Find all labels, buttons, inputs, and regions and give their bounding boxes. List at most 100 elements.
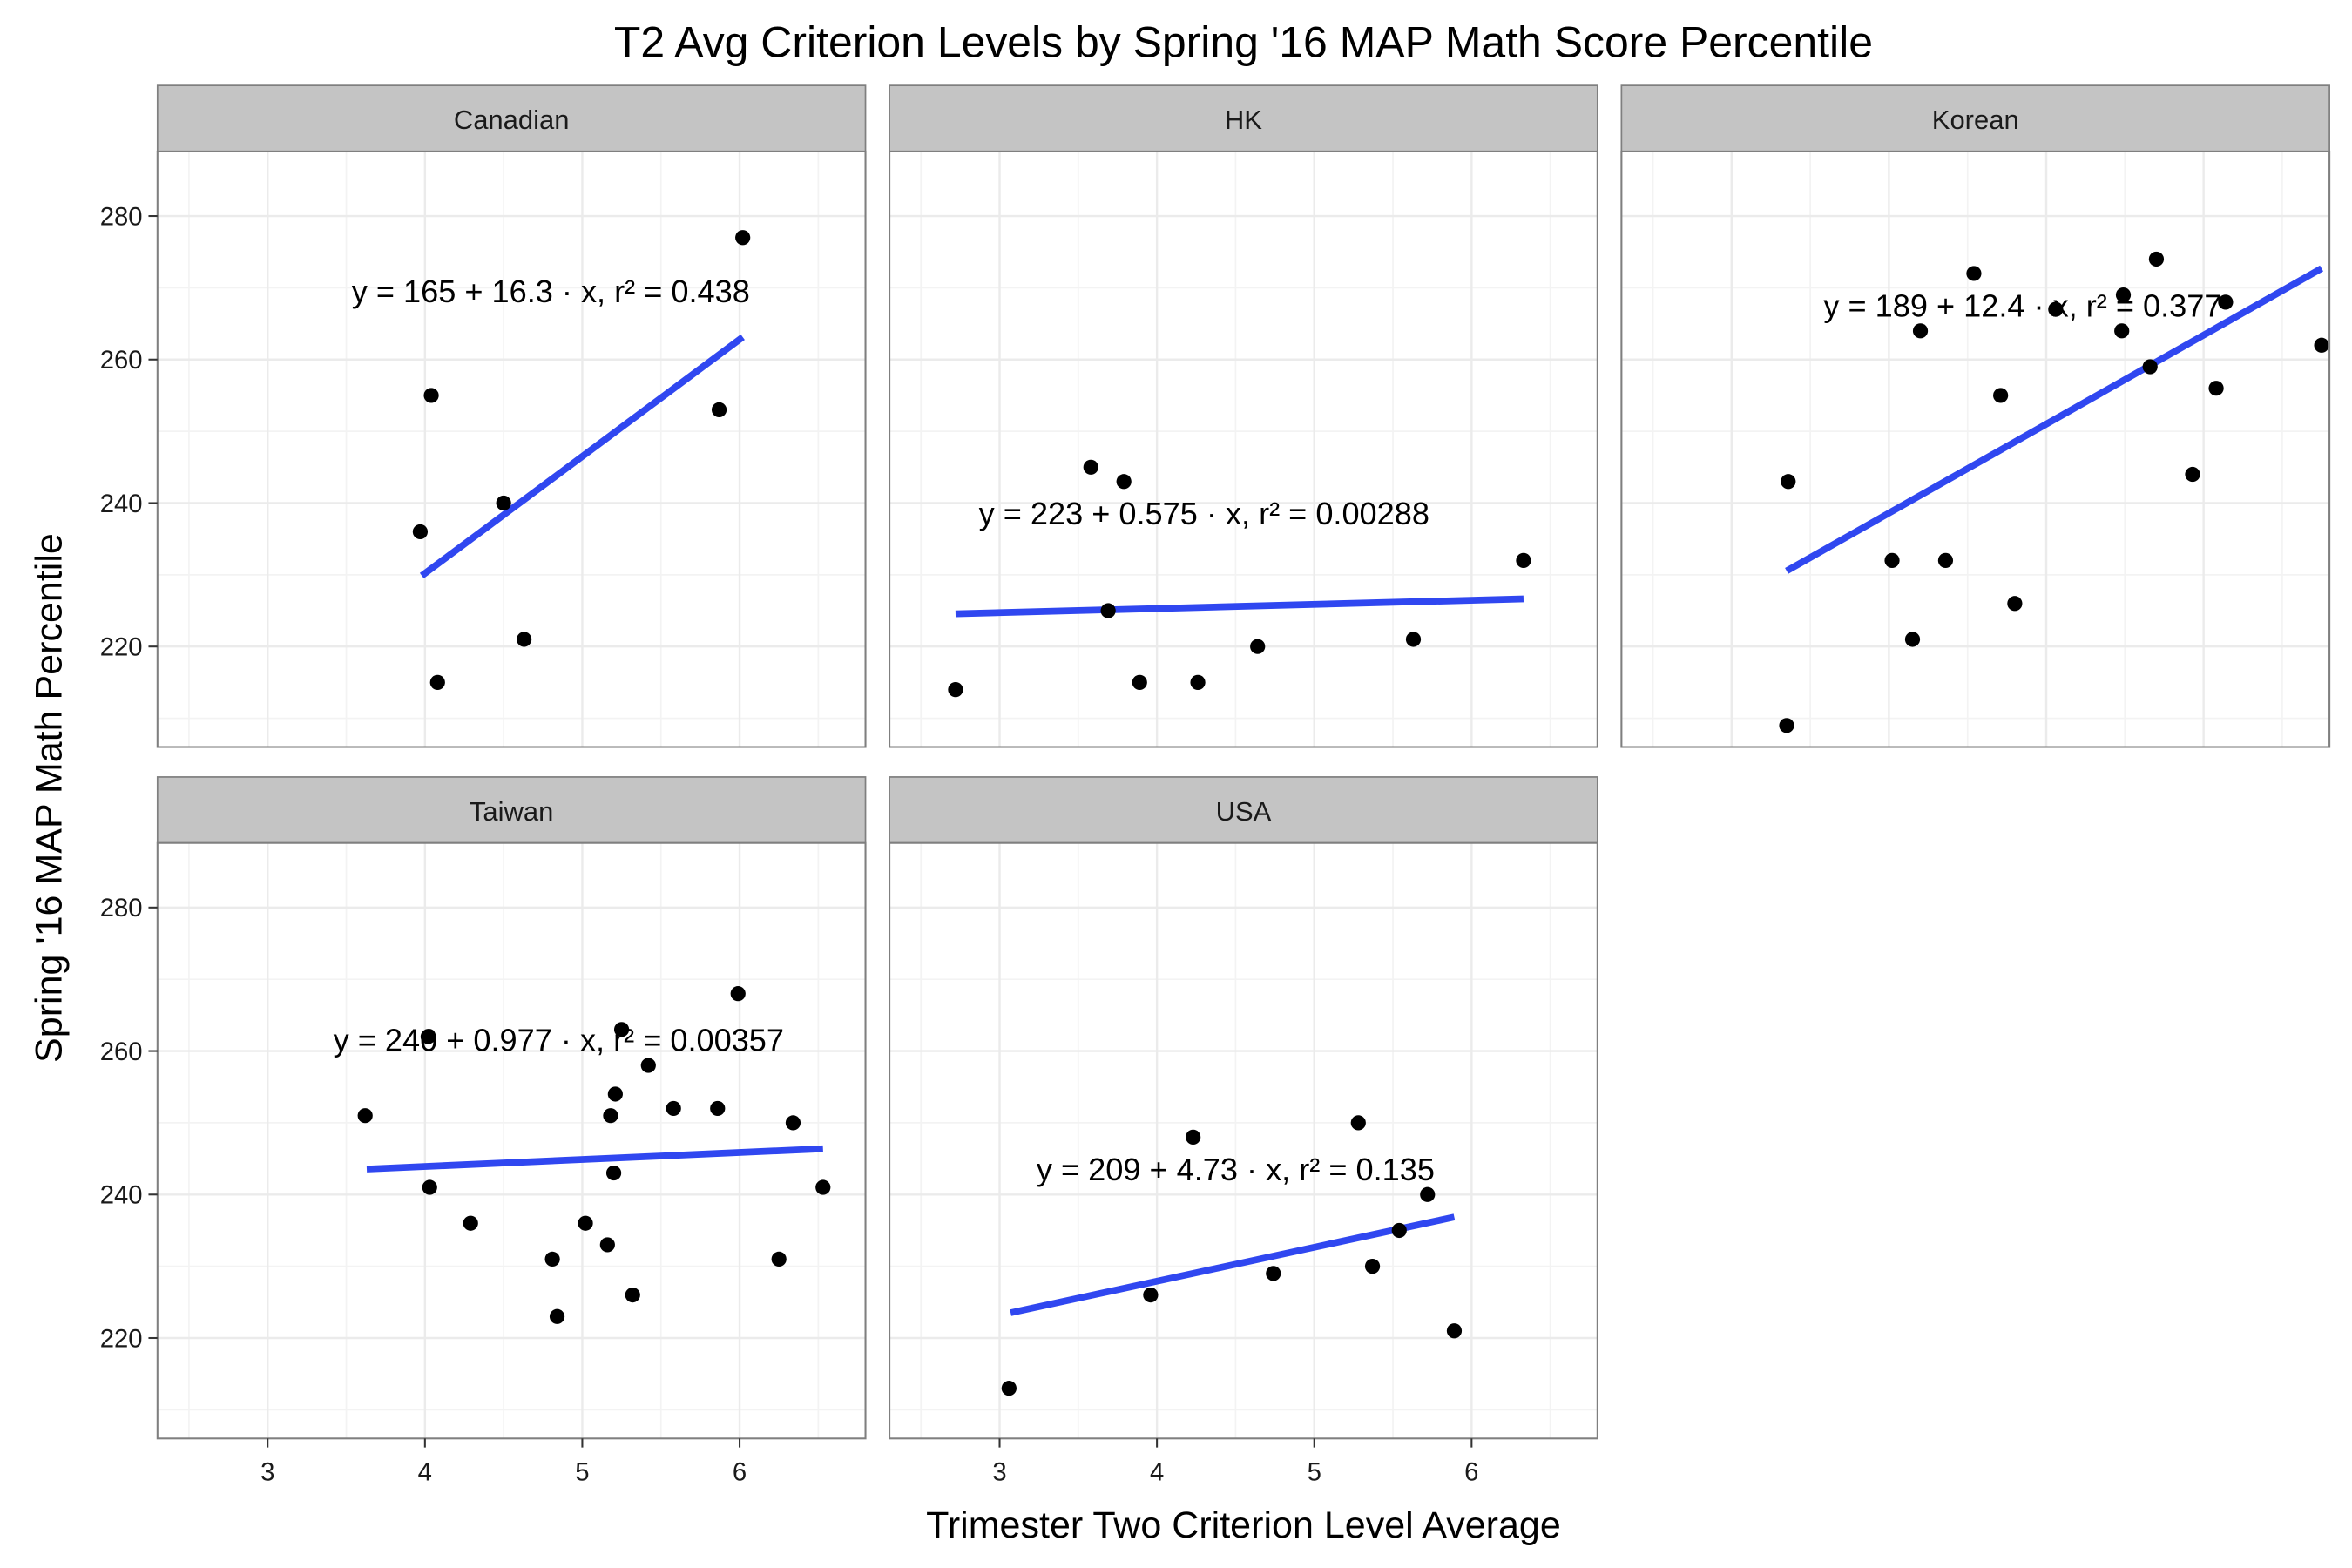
data-point (599, 1237, 615, 1253)
panel-bg-usa (889, 842, 1598, 1439)
data-point (1083, 459, 1098, 475)
regression-equation-taiwan: y = 240 + 0.977 · x, r² = 0.00357 (334, 1023, 784, 1058)
strip-label-hk: HK (1225, 105, 1262, 135)
data-point (1516, 552, 1531, 568)
data-point (666, 1100, 681, 1117)
strip-canadian (156, 84, 867, 152)
regression-equation-canadian: y = 165 + 16.3 · x, r² = 0.438 (352, 274, 750, 309)
data-point (2218, 294, 2234, 310)
fit-line-hk (955, 595, 1524, 618)
data-point (1912, 323, 1929, 339)
data-point (640, 1058, 656, 1073)
data-point (463, 1215, 478, 1231)
fit-line-usa (1010, 1213, 1456, 1316)
panel-bg-korean (1621, 151, 2330, 747)
data-point (613, 1022, 630, 1037)
data-point (1884, 552, 1900, 568)
panel-bg-canadian (157, 151, 866, 747)
panel-bg-taiwan (157, 842, 866, 1439)
data-point (1100, 603, 1116, 618)
data-point (1250, 639, 1266, 654)
data-point (1966, 266, 1982, 281)
data-point (1266, 1266, 1281, 1281)
data-point (1405, 632, 1422, 647)
panel-border-taiwan (156, 841, 867, 1440)
x-tick-label: 3 (260, 1459, 274, 1487)
y-tick-label: 280 (100, 895, 143, 923)
data-point (1001, 1381, 1017, 1396)
data-point (1132, 674, 1147, 690)
data-point (544, 1251, 560, 1267)
data-point (1993, 388, 2009, 403)
data-point (1186, 1129, 1201, 1145)
data-point (771, 1251, 787, 1267)
strip-korean (1620, 84, 2330, 152)
data-point (735, 230, 751, 246)
data-point (607, 1086, 623, 1102)
data-point (1937, 552, 1954, 568)
y-tick-label: 220 (100, 634, 143, 662)
y-tick-label: 220 (100, 1325, 143, 1353)
y-tick-label: 240 (100, 1182, 143, 1210)
panel-taiwan: Taiwan y = 240 + 0.977 · x, r² = 0.00357 2… (100, 776, 867, 1487)
x-axis-title: Trimester Two Criterion Level Average (926, 1504, 1561, 1546)
data-point (1364, 1259, 1381, 1274)
data-point (1779, 718, 1794, 733)
data-point (549, 1308, 565, 1324)
data-point (423, 388, 439, 403)
data-point (815, 1179, 831, 1195)
regression-equation-usa: y = 209 + 4.73 · x, r² = 0.135 (1037, 1152, 1435, 1187)
panel-canadian: Canadian y = 165 + 16.3 · x, r² = 0.438 22… (100, 84, 867, 748)
y-tick-label: 280 (100, 203, 143, 231)
strip-label-usa: USA (1216, 796, 1272, 827)
data-point (2114, 323, 2130, 339)
regression-equation-hk: y = 223 + 0.575 · x, r² = 0.00288 (979, 496, 1429, 531)
y-tick-label: 260 (100, 347, 143, 375)
data-point (517, 632, 532, 647)
strip-label-korean: Korean (1932, 105, 2019, 135)
strip-label-taiwan: Taiwan (470, 796, 553, 827)
x-tick-label: 6 (1464, 1459, 1478, 1487)
data-point (711, 402, 727, 418)
y-tick-label: 240 (100, 490, 143, 518)
data-point (2185, 466, 2200, 483)
data-point (429, 674, 445, 690)
panel-korean: Korean y = 189 + 12.4 · x, r² = 0.377 (1620, 84, 2331, 748)
data-point (2115, 287, 2132, 303)
strip-label-canadian: Canadian (454, 105, 570, 135)
data-point (1350, 1115, 1366, 1131)
data-point (948, 682, 963, 698)
data-point (625, 1287, 640, 1303)
panel-border-korean (1620, 150, 2331, 748)
data-point (785, 1115, 801, 1131)
panel-border-hk (889, 150, 1598, 748)
strip-hk (889, 84, 1598, 152)
data-point (710, 1100, 726, 1117)
data-point (578, 1215, 593, 1231)
data-point (1446, 1323, 1463, 1339)
x-tick-label: 6 (733, 1459, 747, 1487)
data-point (2314, 337, 2329, 353)
data-point (422, 1179, 437, 1195)
panel-usa: USA y = 209 + 4.73 · x, r² = 0.135 3 4 5 6 (889, 776, 1598, 1487)
panel-border-usa (889, 841, 1598, 1440)
facet-panels: Canadian y = 165 + 16.3 · x, r² = 0.438 22… (100, 84, 2331, 1487)
data-point (412, 524, 429, 540)
data-point (603, 1108, 618, 1124)
data-point (420, 1029, 436, 1044)
chart-title: T2 Avg Criterion Levels by Spring '16 MA… (614, 17, 1873, 66)
data-point (730, 986, 746, 1002)
x-tick-label: 5 (1308, 1459, 1321, 1487)
data-point (1391, 1222, 1407, 1239)
data-point (1904, 632, 1921, 647)
data-point (1190, 674, 1206, 690)
data-point (496, 495, 511, 511)
regression-equation-korean: y = 189 + 12.4 · x, r² = 0.377 (1823, 287, 2221, 323)
data-point (1116, 474, 1132, 490)
data-point (2148, 251, 2165, 267)
panel-border-canadian (156, 150, 867, 748)
data-point (2208, 381, 2224, 396)
data-point (357, 1108, 373, 1124)
data-point (1420, 1186, 1436, 1202)
